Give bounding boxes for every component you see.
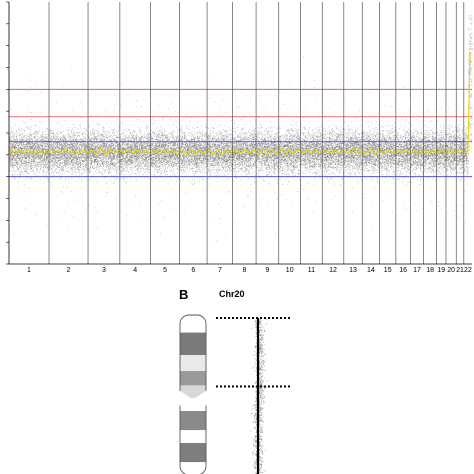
chr20-title: Chr20 xyxy=(219,289,245,299)
chromosome-label-20: 20 xyxy=(447,267,455,274)
chromosome-label-21: 21 xyxy=(456,267,464,274)
genome-copy-number-plot: 1 2 3 4 5 6 7 8 9 10 11 12 13 14 15 16 17 18 19 20 21 22 xyxy=(6,1,473,274)
scatter-points xyxy=(9,14,473,241)
chromosome-label-12: 12 xyxy=(329,267,337,274)
chromosome-label-1: 1 xyxy=(27,267,31,274)
chr20-panel xyxy=(179,314,292,474)
chromosome-label-22: 22 xyxy=(464,267,472,274)
chromosome-label-6: 6 xyxy=(191,267,195,274)
chromosome-label-3: 3 xyxy=(102,267,106,274)
chr20-scatter xyxy=(250,319,268,474)
chromosome-label-2: 2 xyxy=(67,267,71,274)
centromere-right xyxy=(195,390,207,407)
chromosome-label-19: 19 xyxy=(437,267,445,274)
chromosome-label-9: 9 xyxy=(265,267,269,274)
trend-line xyxy=(8,51,471,156)
chromosome-label-17: 17 xyxy=(413,267,421,274)
chromosome-label-5: 5 xyxy=(163,267,167,274)
chromosome-label-8: 8 xyxy=(242,267,246,274)
chromosome-label-14: 14 xyxy=(367,267,375,274)
chromosome-label-15: 15 xyxy=(384,267,392,274)
chromosome-label-11: 11 xyxy=(308,267,315,274)
centromere-left xyxy=(179,390,191,407)
chromosome-label-4: 4 xyxy=(133,267,137,274)
chromosome-label-18: 18 xyxy=(426,267,434,274)
panel-letter-b: B xyxy=(179,287,188,302)
chromosome-label-10: 10 xyxy=(286,267,294,274)
chr20-ideogram xyxy=(180,315,206,474)
chromosome-label-13: 13 xyxy=(349,267,357,274)
chromosome-label-16: 16 xyxy=(399,267,407,274)
chromosome-label-7: 7 xyxy=(218,267,222,274)
